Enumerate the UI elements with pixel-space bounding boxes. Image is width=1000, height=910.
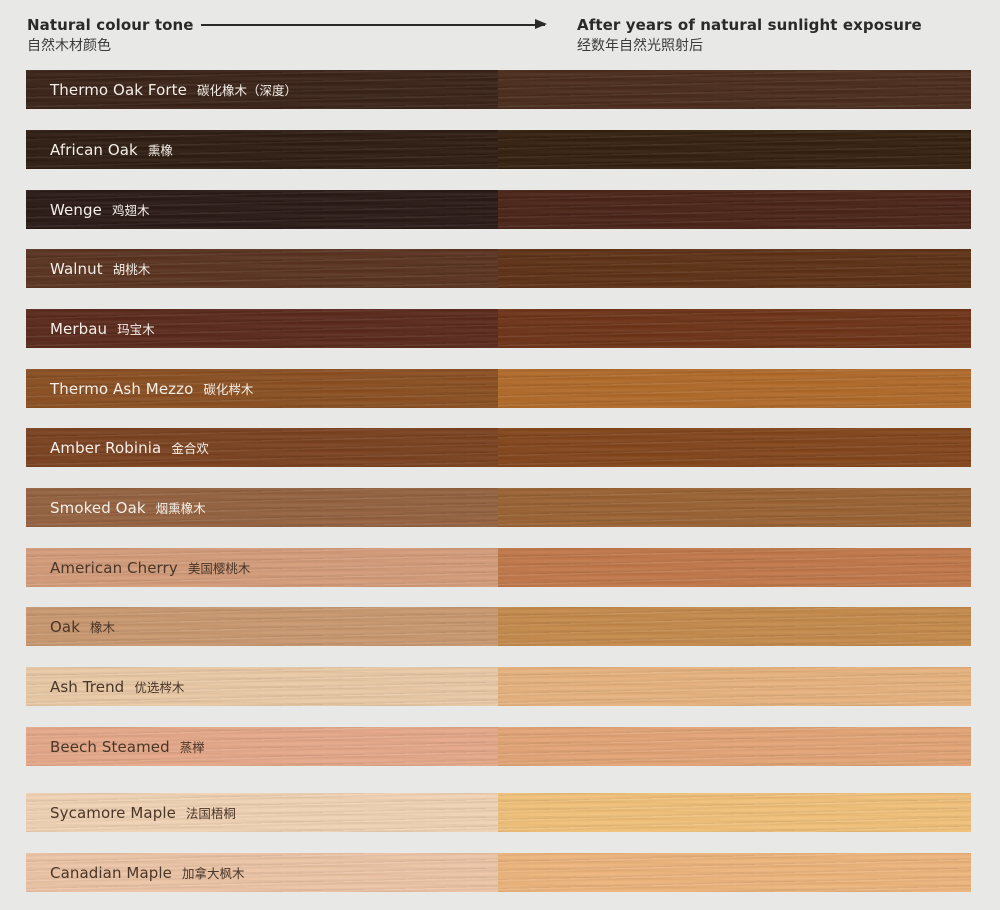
sunlight-exposed-swatch bbox=[498, 793, 971, 832]
wood-label: Sycamore Maple 法国梧桐 bbox=[50, 793, 236, 832]
wood-name-en: Canadian Maple bbox=[50, 864, 172, 882]
wood-name-zh: 蒸榉 bbox=[179, 740, 205, 755]
sunlight-exposed-swatch bbox=[498, 727, 971, 766]
wood-name-en: African Oak bbox=[50, 141, 138, 159]
wood-swatch-row: Beech Steamed 蒸榉 bbox=[26, 727, 971, 766]
wood-label: African Oak 熏橡 bbox=[50, 130, 173, 169]
sunlight-exposed-swatch bbox=[498, 70, 971, 109]
wood-name-zh: 碳化梣木 bbox=[203, 382, 254, 397]
header: Natural colour tone 自然木材颜色 After years o… bbox=[27, 14, 977, 64]
sunlight-exposed-swatch bbox=[498, 369, 971, 408]
wood-swatch-row: Smoked Oak 烟熏橡木 bbox=[26, 488, 971, 527]
wood-name-zh: 橡木 bbox=[90, 620, 116, 635]
sunlight-exposed-swatch bbox=[498, 667, 971, 706]
wood-label: Smoked Oak 烟熏橡木 bbox=[50, 488, 206, 527]
sunlight-exposed-swatch bbox=[498, 249, 971, 288]
natural-tone-swatch: Thermo Ash Mezzo 碳化梣木 bbox=[26, 369, 498, 408]
wood-name-en: Oak bbox=[50, 618, 80, 636]
wood-name-en: Thermo Oak Forte bbox=[50, 81, 187, 99]
natural-tone-swatch: African Oak 熏橡 bbox=[26, 130, 498, 169]
sunlight-exposed-swatch bbox=[498, 607, 971, 646]
sunlight-exposed-swatch bbox=[498, 130, 971, 169]
natural-tone-swatch: Ash Trend 优选梣木 bbox=[26, 667, 498, 706]
wood-name-en: Sycamore Maple bbox=[50, 804, 176, 822]
wood-swatch-row: Thermo Oak Forte 碳化橡木（深度） bbox=[26, 70, 971, 109]
wood-name-en: American Cherry bbox=[50, 559, 178, 577]
arrow-right-icon bbox=[201, 19, 547, 29]
wood-name-en: Ash Trend bbox=[50, 678, 125, 696]
natural-tone-swatch: Thermo Oak Forte 碳化橡木（深度） bbox=[26, 70, 498, 109]
natural-tone-swatch: American Cherry 美国樱桃木 bbox=[26, 548, 498, 587]
sunlight-exposed-swatch bbox=[498, 488, 971, 527]
wood-name-en: Wenge bbox=[50, 201, 102, 219]
wood-name-en: Smoked Oak bbox=[50, 499, 146, 517]
wood-swatch-row: African Oak 熏橡 bbox=[26, 130, 971, 169]
natural-tone-subtitle: 自然木材颜色 bbox=[27, 38, 111, 54]
wood-label: Thermo Oak Forte 碳化橡木（深度） bbox=[50, 70, 297, 109]
natural-tone-title: Natural colour tone bbox=[27, 16, 194, 34]
wood-label: Merbau 玛宝木 bbox=[50, 309, 155, 348]
natural-tone-swatch: Amber Robinia 金合欢 bbox=[26, 428, 498, 467]
natural-tone-swatch: Canadian Maple 加拿大枫木 bbox=[26, 853, 498, 892]
wood-label: Oak 橡木 bbox=[50, 607, 115, 646]
natural-tone-swatch: Smoked Oak 烟熏橡木 bbox=[26, 488, 498, 527]
sunlight-exposure-title: After years of natural sunlight exposure bbox=[577, 16, 922, 34]
wood-label: Thermo Ash Mezzo 碳化梣木 bbox=[50, 369, 253, 408]
sunlight-exposed-swatch bbox=[498, 853, 971, 892]
wood-swatch-row: American Cherry 美国樱桃木 bbox=[26, 548, 971, 587]
natural-tone-swatch: Beech Steamed 蒸榉 bbox=[26, 727, 498, 766]
wood-name-en: Thermo Ash Mezzo bbox=[50, 380, 194, 398]
wood-swatch-row: Amber Robinia 金合欢 bbox=[26, 428, 971, 467]
wood-label: Wenge 鸡翅木 bbox=[50, 190, 149, 229]
wood-name-zh: 美国樱桃木 bbox=[187, 561, 251, 576]
wood-label: Beech Steamed 蒸榉 bbox=[50, 727, 205, 766]
wood-name-zh: 烟熏橡木 bbox=[155, 501, 206, 516]
wood-name-en: Beech Steamed bbox=[50, 738, 170, 756]
wood-swatch-row: Sycamore Maple 法国梧桐 bbox=[26, 793, 971, 832]
wood-label: Walnut 胡桃木 bbox=[50, 249, 150, 288]
natural-tone-swatch: Oak 橡木 bbox=[26, 607, 498, 646]
wood-name-zh: 法国梧桐 bbox=[185, 806, 236, 821]
sunlight-exposure-heading: After years of natural sunlight exposure… bbox=[577, 14, 922, 56]
wood-name-zh: 加拿大枫木 bbox=[181, 866, 245, 881]
wood-swatch-row: Oak 橡木 bbox=[26, 607, 971, 646]
wood-swatch-row: Merbau 玛宝木 bbox=[26, 309, 971, 348]
sunlight-exposed-swatch bbox=[498, 428, 971, 467]
wood-swatch-row: Wenge 鸡翅木 bbox=[26, 190, 971, 229]
natural-tone-swatch: Wenge 鸡翅木 bbox=[26, 190, 498, 229]
wood-name-zh: 金合欢 bbox=[171, 441, 209, 456]
wood-label: Amber Robinia 金合欢 bbox=[50, 428, 209, 467]
wood-label: Ash Trend 优选梣木 bbox=[50, 667, 184, 706]
wood-swatch-row: Ash Trend 优选梣木 bbox=[26, 667, 971, 706]
natural-tone-swatch: Merbau 玛宝木 bbox=[26, 309, 498, 348]
sunlight-exposed-swatch bbox=[498, 548, 971, 587]
wood-name-zh: 鸡翅木 bbox=[111, 203, 150, 218]
sunlight-exposure-subtitle: 经数年自然光照射后 bbox=[577, 38, 703, 54]
natural-tone-swatch: Sycamore Maple 法国梧桐 bbox=[26, 793, 498, 832]
wood-name-en: Amber Robinia bbox=[50, 439, 162, 457]
wood-swatch-row: Thermo Ash Mezzo 碳化梣木 bbox=[26, 369, 971, 408]
sunlight-exposed-swatch bbox=[498, 309, 971, 348]
wood-label: American Cherry 美国樱桃木 bbox=[50, 548, 250, 587]
natural-tone-heading: Natural colour tone 自然木材颜色 bbox=[27, 14, 194, 56]
wood-name-zh: 优选梣木 bbox=[134, 680, 185, 695]
wood-name-en: Merbau bbox=[50, 320, 108, 338]
wood-name-en: Walnut bbox=[50, 260, 103, 278]
wood-name-zh: 玛宝木 bbox=[117, 322, 155, 337]
sunlight-exposed-swatch bbox=[498, 190, 971, 229]
wood-label: Canadian Maple 加拿大枫木 bbox=[50, 853, 245, 892]
wood-swatch-row: Canadian Maple 加拿大枫木 bbox=[26, 853, 971, 892]
wood-name-zh: 胡桃木 bbox=[112, 262, 151, 277]
wood-swatch-row: Walnut 胡桃木 bbox=[26, 249, 971, 288]
wood-name-zh: 碳化橡木（深度） bbox=[196, 83, 297, 98]
natural-tone-swatch: Walnut 胡桃木 bbox=[26, 249, 498, 288]
wood-name-zh: 熏橡 bbox=[147, 143, 173, 158]
